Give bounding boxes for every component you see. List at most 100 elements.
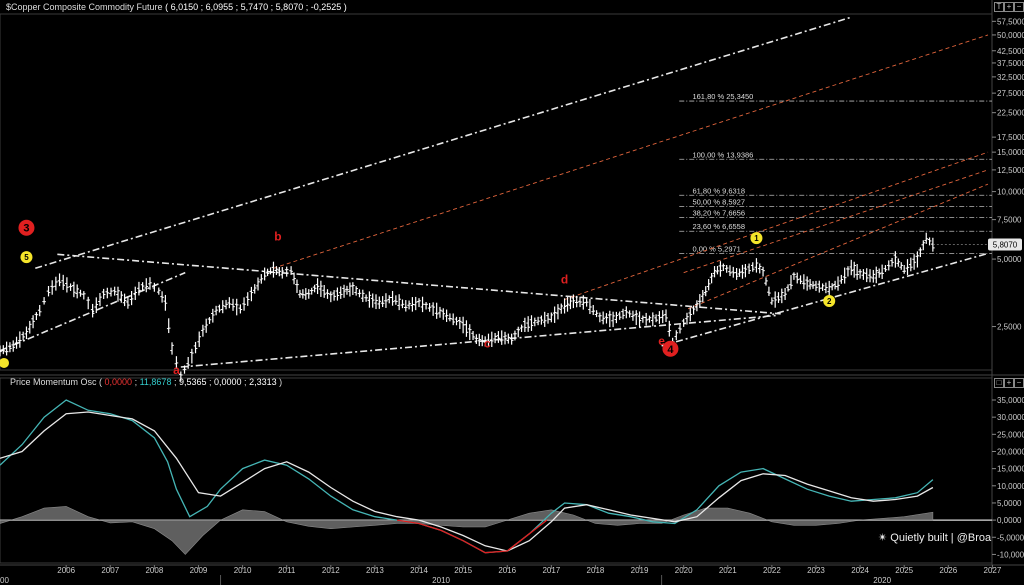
osc-value-5: 2,3313 bbox=[249, 377, 277, 387]
price-y-tick-label: 12,5000 bbox=[997, 166, 1024, 175]
price-y-tick-label: 42,5000 bbox=[997, 47, 1024, 56]
fib-level-label: 50,00 % 8,5927 bbox=[692, 197, 745, 206]
price-y-tick-label: 17,5000 bbox=[997, 133, 1024, 142]
x-tick-label: 2023 bbox=[807, 566, 825, 575]
price-y-tick-label: 15,0000 bbox=[997, 148, 1024, 157]
oscillator-plot-frame bbox=[0, 377, 993, 564]
ohlc-values: ( 6,0150 ; 6,0955 ; 5,7470 ; 5,8070 ; -0… bbox=[165, 2, 347, 12]
x-tick-label: 2026 bbox=[939, 566, 957, 575]
last-price-badge bbox=[988, 238, 1022, 251]
x-tick-label: 2014 bbox=[410, 566, 428, 575]
wave-label: 4 bbox=[667, 344, 674, 356]
osc-value-2: 11,8678 bbox=[139, 377, 172, 387]
wave-circle-yellow-edge bbox=[0, 357, 9, 368]
wave-label: 3 bbox=[23, 223, 29, 235]
zoom-out-button[interactable]: − bbox=[1014, 2, 1024, 12]
x-tick-label: 2020 bbox=[675, 566, 693, 575]
price-y-tick-label: 7,5000 bbox=[997, 216, 1022, 225]
triangle-lower-line bbox=[180, 314, 777, 368]
x-tick-label: 2022 bbox=[763, 566, 781, 575]
fib-fan-line-middle bbox=[564, 151, 989, 300]
price-y-tick-label: 10,0000 bbox=[997, 188, 1024, 197]
osc-y-tick-label: 20,0000 bbox=[997, 447, 1024, 456]
osc-zoom-in-button[interactable]: + bbox=[1004, 378, 1014, 388]
x-decade-label: 2000 bbox=[0, 576, 9, 585]
wave-letter-label: e bbox=[658, 334, 665, 348]
osc-y-tick-label: 25,0000 bbox=[997, 430, 1024, 439]
panel-menu-button[interactable]: T bbox=[994, 2, 1004, 12]
osc-y-tick-label: 15,0000 bbox=[997, 465, 1024, 474]
price-chart-header: $Copper Composite Commodity Future ( 6,0… bbox=[6, 2, 347, 12]
x-tick-label: 2025 bbox=[895, 566, 913, 575]
zoom-in-button[interactable]: + bbox=[1004, 2, 1014, 12]
osc-y-tick-label: 0,0000 bbox=[997, 516, 1022, 525]
x-tick-label: 2007 bbox=[101, 566, 119, 575]
wave-label: 1 bbox=[754, 234, 759, 243]
wave-label: 5 bbox=[24, 253, 29, 262]
wave-label: 2 bbox=[827, 297, 832, 306]
osc-y-tick-label: -10,0000 bbox=[997, 550, 1024, 559]
fib-level-label: 100,00 % 13,9386 bbox=[692, 150, 753, 159]
x-tick-label: 2021 bbox=[719, 566, 737, 575]
fib-level-label: 61,80 % 9,6318 bbox=[692, 186, 745, 195]
price-bars-group bbox=[0, 232, 935, 382]
price-y-tick-label: 22,5000 bbox=[997, 109, 1024, 118]
instrument-name: $Copper Composite Commodity Future bbox=[6, 2, 163, 12]
x-decade-label: 2020 bbox=[873, 576, 891, 585]
fib-level-label: 0,00 % 5,2971 bbox=[692, 244, 740, 253]
x-tick-label: 2009 bbox=[190, 566, 208, 575]
x-tick-label: 2018 bbox=[587, 566, 605, 575]
last-price-value: 5,8070 bbox=[993, 241, 1018, 250]
fib-fan-line-upper bbox=[273, 34, 989, 269]
price-y-tick-label: 57,5000 bbox=[997, 17, 1024, 26]
osc-value-3: 9,5365 bbox=[178, 377, 207, 387]
osc-histogram bbox=[0, 506, 934, 555]
fib-level-label: 23,60 % 6,6558 bbox=[692, 222, 745, 231]
osc-y-tick-label: 10,0000 bbox=[997, 482, 1024, 491]
x-tick-label: 2010 bbox=[234, 566, 252, 575]
osc-zoom-out-button[interactable]: − bbox=[1014, 378, 1024, 388]
triangle-upper-line bbox=[57, 253, 781, 315]
x-tick-label: 2006 bbox=[57, 566, 75, 575]
oscillator-name: Price Momentum Osc bbox=[10, 377, 97, 387]
osc-y-tick-label: 35,0000 bbox=[997, 396, 1024, 405]
x-tick-label: 2012 bbox=[322, 566, 340, 575]
osc-line-red bbox=[396, 519, 548, 554]
wave-circle-yellow bbox=[750, 232, 763, 245]
price-plot-frame bbox=[0, 13, 993, 371]
wave-circle-red bbox=[18, 219, 35, 236]
osc-y-tick-label: -5,0000 bbox=[997, 533, 1024, 542]
wave-circle-yellow bbox=[20, 251, 33, 264]
fib-fan-line-lower bbox=[683, 169, 989, 274]
osc-maximize-button[interactable]: □ bbox=[994, 378, 1004, 388]
price-y-tick-label: 37,5000 bbox=[997, 59, 1024, 68]
x-tick-label: 2016 bbox=[498, 566, 516, 575]
x-tick-label: 2027 bbox=[984, 566, 1002, 575]
wave-letter-label: a bbox=[173, 363, 180, 377]
x-tick-label: 2019 bbox=[631, 566, 649, 575]
x-tick-label: 2013 bbox=[366, 566, 384, 575]
fib-level-label: 161,80 % 25,3450 bbox=[692, 92, 753, 101]
wave-letter-label: c bbox=[484, 337, 491, 351]
x-tick-label: 2024 bbox=[851, 566, 869, 575]
wave-circle-yellow bbox=[823, 295, 836, 308]
upper-channel-line bbox=[35, 16, 852, 270]
x-tick-label: 2008 bbox=[145, 566, 163, 575]
fib-level-label: 38,20 % 7,6656 bbox=[692, 208, 745, 217]
wave-letter-label: d bbox=[561, 273, 568, 287]
x-tick-label: 2017 bbox=[542, 566, 560, 575]
fib-fan-line-base bbox=[687, 183, 989, 310]
price-y-tick-label: 2,5000 bbox=[997, 323, 1022, 332]
wave-letter-label: b bbox=[274, 230, 281, 244]
price-y-tick-label: 32,5000 bbox=[997, 73, 1024, 82]
price-y-tick-label: 27,5000 bbox=[997, 89, 1024, 98]
x-tick-label: 2011 bbox=[278, 566, 296, 575]
price-y-tick-label: 5,0000 bbox=[997, 255, 1022, 264]
osc-value-1: 0,0000 bbox=[104, 377, 133, 387]
osc-value-4: 0,0000 bbox=[214, 377, 242, 387]
osc-line-white bbox=[0, 411, 934, 552]
watermark-text: ✴ Quietly built | @Broa bbox=[878, 532, 992, 544]
oscillator-header: Price Momentum Osc ( 0,0000 ; 11,8678 ; … bbox=[10, 377, 283, 387]
